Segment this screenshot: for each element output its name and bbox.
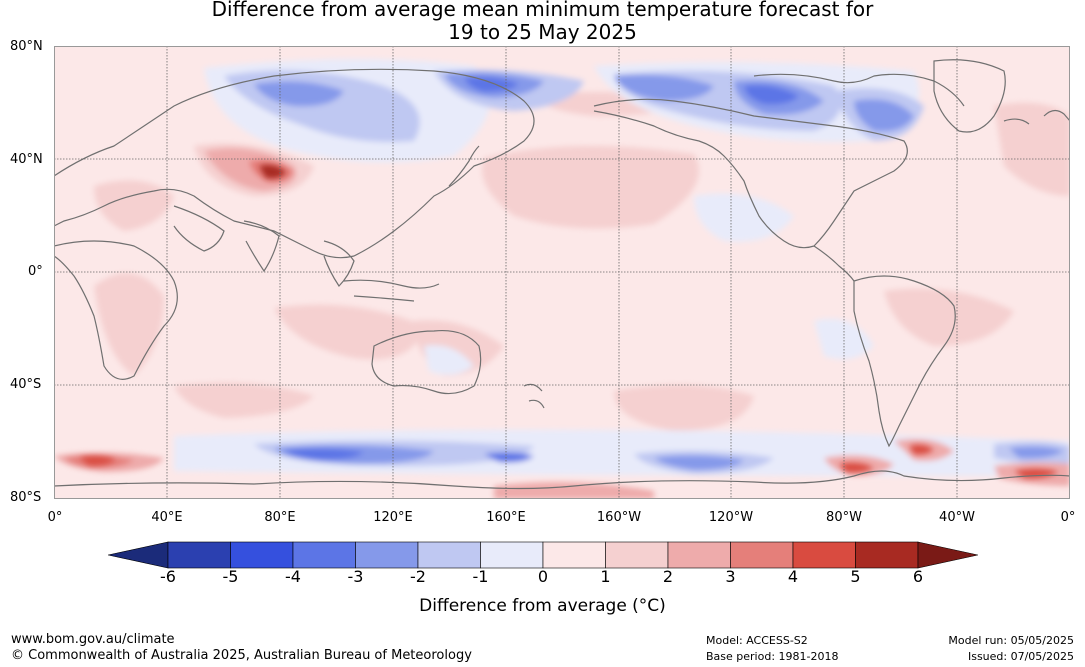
warm-patch-north-pacific	[482, 145, 699, 229]
lat-label-80s: 80°S	[10, 490, 42, 505]
colorbar-cell	[292, 541, 356, 569]
lon-label-80w: 80°W	[826, 510, 862, 525]
lon-label-160e: 160°E	[486, 510, 526, 525]
lon-label-0-right: 0°	[1060, 510, 1076, 525]
lat-label-80n: 80°N	[10, 39, 43, 54]
warm-patch-south-pacific	[614, 384, 754, 431]
coastline-iceland-uk	[1003, 109, 1070, 125]
colorbar-tick-label: 6	[912, 567, 924, 586]
colorbar-tick-label: 0	[537, 567, 549, 586]
warm-patch-north-atlantic	[994, 102, 1070, 196]
coastline-europe-asia	[54, 68, 535, 259]
warm-region-ross-sea	[494, 482, 654, 499]
warm-patch-southern-indian	[174, 382, 314, 418]
colorbar-cell	[417, 541, 481, 569]
colorbar-tick-label: 5	[850, 567, 861, 586]
warm-patch-south-america	[884, 288, 1014, 346]
cool-core-weddell	[1009, 446, 1064, 459]
cool-core-siberia	[254, 81, 344, 107]
cool-core-quebec	[854, 99, 914, 132]
lon-label-40e: 40°E	[151, 510, 183, 525]
hot-spot-south-america	[909, 444, 934, 455]
coastline-antarctica	[54, 470, 1070, 490]
hot-spot-tibet	[259, 164, 286, 179]
footer-copyright: © Commonwealth of Australia 2025, Austra…	[11, 648, 472, 663]
cool-region-north-pacific-east	[694, 193, 794, 242]
coastline-australia	[371, 329, 482, 395]
colorbar-tick-label: -5	[222, 567, 239, 586]
lat-label-40n: 40°N	[10, 152, 43, 167]
coastline-greenland	[933, 59, 1006, 133]
temperature-anomaly-map	[54, 46, 1070, 499]
map-border	[54, 46, 1070, 499]
coastline-indochina	[323, 240, 355, 287]
colorbar	[108, 541, 978, 569]
coastline-japan	[448, 145, 480, 187]
hot-spot-antarctic-west	[79, 456, 116, 466]
colorbar-tick-label: -4	[285, 567, 301, 586]
lon-label-160w: 160°W	[596, 510, 642, 525]
colorbar-cell	[355, 541, 419, 569]
colorbar-cell	[167, 541, 231, 569]
anomaly-fields	[54, 58, 1070, 499]
map-gridlines	[54, 46, 1070, 499]
footer-model-run: Model run: 05/05/2025	[948, 634, 1074, 647]
cold-core-ross	[484, 452, 534, 463]
colorbar-extend-high	[917, 541, 978, 569]
cool-region-australia-east	[424, 345, 474, 375]
warm-patch-africa	[94, 273, 164, 376]
colorbar-cell	[792, 541, 856, 569]
footer-model: Model: ACCESS-S2	[706, 634, 808, 647]
colorbar-cell	[542, 541, 606, 569]
colorbar-title: Difference from average (°C)	[419, 596, 666, 616]
colorbar-tick-label: 4	[787, 567, 799, 586]
colorbar-cell	[230, 541, 294, 569]
cold-core-canada	[744, 85, 799, 105]
lon-label-120w: 120°W	[708, 510, 754, 525]
map-title-line-1: Difference from average mean minimum tem…	[211, 0, 874, 21]
coastline-india	[243, 220, 280, 273]
lon-label-80e: 80°E	[264, 510, 296, 525]
lat-label-40s: 40°S	[10, 377, 42, 392]
colorbar-cell	[605, 541, 669, 569]
lon-label-0-left: 0°	[47, 510, 63, 525]
warm-patch-atlantic	[94, 180, 174, 231]
colorbar-tick-label: -3	[347, 567, 364, 586]
colorbar-tick-label: -6	[160, 567, 176, 586]
lat-label-0: 0°	[28, 264, 43, 279]
warm-patch-indian-ocean	[274, 304, 424, 360]
coastline-central-america	[813, 245, 855, 282]
coastlines	[54, 59, 1070, 490]
coastline-arctic-canada	[753, 73, 965, 107]
colorbar-extend-low	[108, 541, 169, 569]
footer-base-period: Base period: 1981-2018	[706, 650, 839, 663]
colorbar-tick-label: -1	[472, 567, 489, 586]
colorbar-tick-label: -2	[410, 567, 426, 586]
colorbar-tick-label: 3	[725, 567, 736, 586]
cool-region-south-atlantic	[814, 318, 874, 360]
colorbar-cell	[667, 541, 731, 569]
footer-website: www.bom.gov.au/climate	[11, 632, 175, 647]
cold-core-antarctic	[284, 448, 364, 460]
colorbar-tick-label: 2	[662, 567, 674, 586]
coastline-indonesia	[343, 279, 440, 302]
colorbar-cell	[855, 541, 919, 569]
colorbar-tick-label: 1	[600, 567, 611, 586]
lon-label-120e: 120°E	[373, 510, 413, 525]
coastline-north-america	[593, 98, 908, 249]
colorbar-cell	[730, 541, 794, 569]
coastline-south-america	[853, 275, 956, 448]
cool-core-alaska	[614, 74, 714, 101]
coastline-arabia	[173, 205, 225, 252]
hot-spot-antarctic-peninsula	[839, 462, 874, 473]
map-title-line-2: 19 to 25 May 2025	[448, 20, 637, 44]
lon-label-40w: 40°W	[939, 510, 975, 525]
colorbar-cell	[480, 541, 544, 569]
cool-core-ross	[654, 455, 744, 470]
footer-issued: Issued: 07/05/2025	[967, 650, 1074, 663]
coastline-africa	[54, 240, 178, 380]
